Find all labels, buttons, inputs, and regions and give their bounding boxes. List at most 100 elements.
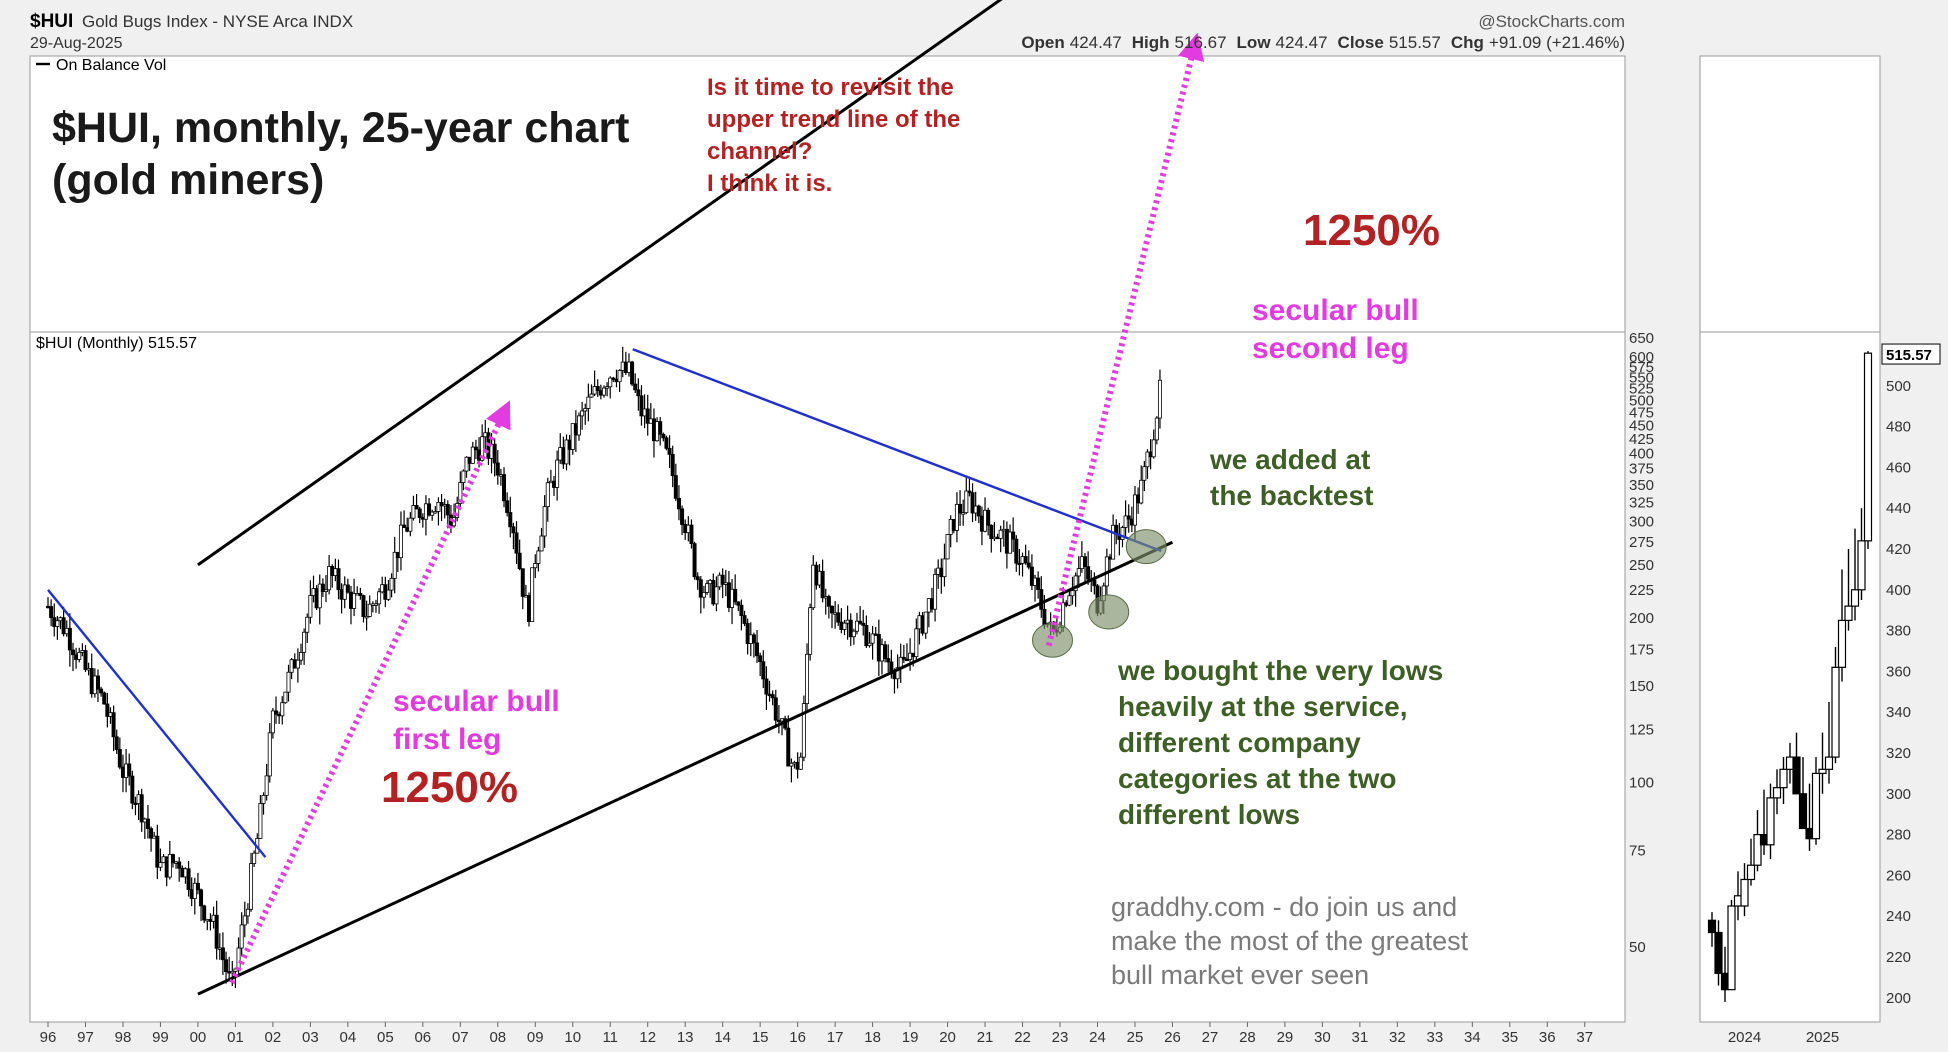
candle-body	[583, 408, 588, 412]
y-tick-label: 450	[1629, 417, 1654, 434]
candle-body	[936, 567, 941, 575]
side-candle-body	[1792, 756, 1801, 795]
candle-body	[914, 628, 919, 658]
candle-body	[911, 652, 916, 658]
candle-body	[848, 619, 853, 638]
candle-body	[642, 408, 647, 417]
x-tick-label: 32	[1389, 1029, 1406, 1046]
y-tick-label: 475	[1629, 404, 1654, 421]
candle-body	[1067, 595, 1072, 606]
candle-body	[436, 502, 441, 512]
y-tick-label: 525	[1629, 381, 1654, 398]
candle-body	[117, 749, 122, 768]
candle-body	[770, 694, 775, 699]
candle-body	[748, 634, 753, 644]
ohlc-value: 516.67	[1175, 33, 1227, 52]
candle-body	[392, 551, 397, 579]
candle-body	[295, 659, 300, 669]
candle-body	[1042, 608, 1047, 626]
y-tick-label: 250	[1629, 557, 1654, 574]
x-tick-label: 19	[902, 1029, 919, 1046]
x-tick-label: 28	[1239, 1029, 1256, 1046]
candle-body	[49, 606, 54, 619]
candle-body	[1001, 528, 1006, 532]
candle-body	[552, 480, 557, 488]
candle-body	[445, 504, 450, 516]
side-y-tick-label: 460	[1886, 459, 1911, 476]
backtest-annotation: we added at the backtest	[1210, 444, 1374, 511]
candle-body	[595, 386, 600, 391]
x-tick-label: 16	[789, 1029, 806, 1046]
x-tick-label: 20	[939, 1029, 956, 1046]
side-y-tick-label: 500	[1886, 378, 1911, 395]
candle-body	[1079, 556, 1084, 569]
candle-body	[464, 456, 469, 472]
candle-body	[867, 642, 872, 647]
candle-body	[998, 529, 1003, 539]
candle-body	[658, 421, 663, 435]
candle-body	[77, 651, 82, 660]
highlight-circle	[1088, 594, 1130, 630]
candle-body	[61, 617, 66, 635]
candle-body	[933, 574, 938, 610]
candle-body	[417, 508, 422, 518]
candle-body	[639, 395, 644, 417]
candle-body	[883, 644, 888, 659]
candle-body	[739, 604, 744, 616]
candle-body	[405, 527, 410, 532]
candle-body	[320, 583, 325, 593]
candle-body	[1029, 566, 1034, 586]
trend-line-downtrend-2011-2025	[632, 348, 1162, 553]
candle-body	[286, 671, 291, 693]
candle-body	[605, 386, 610, 389]
side-x-tick-label: 2024	[1728, 1029, 1761, 1046]
side-candle-body	[1824, 756, 1834, 770]
candle-body	[580, 410, 585, 417]
candle-body	[283, 691, 288, 704]
x-tick-label: 25	[1127, 1029, 1144, 1046]
candle-body	[208, 918, 213, 922]
candle-body	[929, 598, 934, 610]
side-candle-body	[1811, 772, 1821, 840]
candle-body	[455, 503, 460, 518]
side-y-tick-label: 220	[1886, 949, 1911, 966]
x-tick-label: 01	[227, 1029, 244, 1046]
candle-body	[373, 603, 378, 606]
candle-body	[789, 762, 794, 767]
candle-body	[533, 563, 538, 569]
x-tick-label: 12	[639, 1029, 656, 1046]
candle-body	[586, 396, 591, 409]
candle-body	[83, 650, 88, 670]
candle-body	[923, 611, 928, 634]
candle-body	[1136, 494, 1141, 504]
candle-body	[1064, 602, 1069, 606]
candle-body	[617, 370, 622, 383]
candle-body	[670, 453, 675, 477]
candle-body	[130, 775, 135, 804]
candle-body	[839, 621, 844, 630]
candle-body	[708, 579, 713, 585]
candle-body	[545, 482, 550, 507]
side-candle-body	[1779, 768, 1788, 789]
candle-body	[1020, 556, 1025, 564]
candle-body	[908, 652, 913, 661]
candle-body	[767, 693, 772, 697]
candle-body	[745, 623, 750, 644]
candle-body	[726, 582, 731, 608]
candle-body	[511, 526, 516, 534]
candle-body	[458, 482, 463, 504]
candle-body	[239, 924, 244, 949]
candle-body	[1033, 577, 1038, 586]
candle-body	[667, 447, 672, 455]
candle-body	[280, 702, 285, 717]
candle-body	[1083, 556, 1088, 568]
side-panel	[1699, 55, 1881, 1023]
candle-body	[189, 889, 194, 899]
ohlc-value: 424.47	[1070, 33, 1122, 52]
candle-body	[555, 459, 560, 488]
candle-body	[823, 596, 828, 599]
y-tick-label: 100	[1629, 774, 1654, 791]
candle-body	[527, 595, 532, 623]
candle-body	[664, 437, 669, 449]
candle-body	[826, 596, 831, 607]
